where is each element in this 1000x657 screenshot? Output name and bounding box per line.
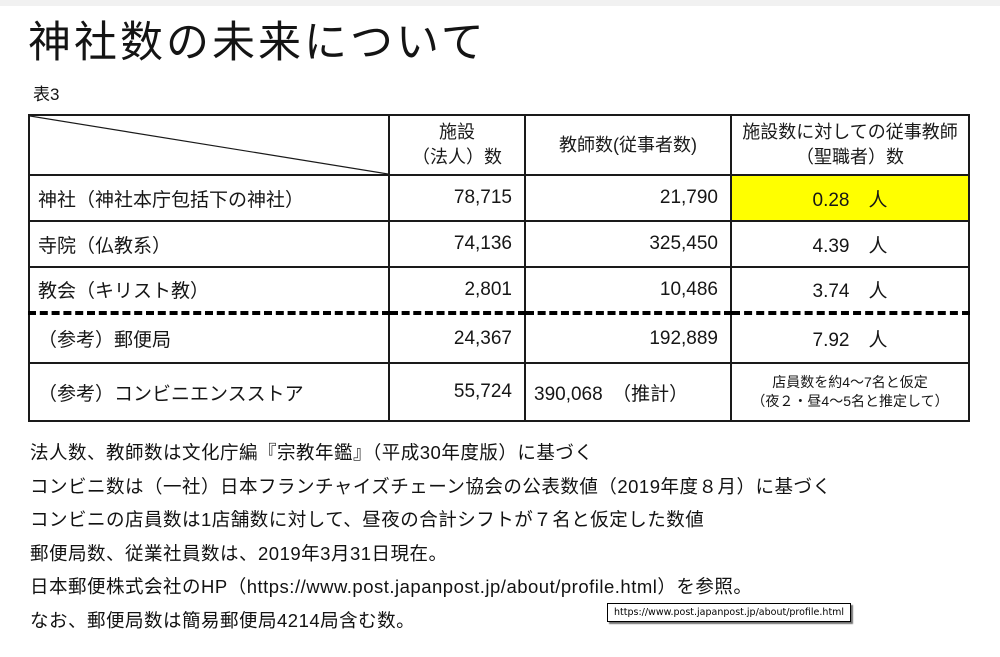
facilities-value: 74,136: [388, 220, 526, 268]
footnote-source-religion: 法人数、教師数は文化庁編『宗教年鑑』（平成30年度版）に基づく: [30, 442, 594, 463]
ratio-value-highlighted: 0.28 人: [730, 174, 970, 222]
facilities-value: 24,367: [388, 311, 526, 364]
footnote-simple-post-offices: なお、郵便局数は簡易郵便局4214局含む数。: [30, 609, 416, 631]
row-label: 寺院（仏教系）: [28, 220, 390, 268]
ratio-value: 4.39 人: [730, 220, 970, 268]
header-facilities: 施設 （法人）数: [388, 114, 526, 176]
comparison-table: 施設 （法人）数 教師数(従事者数) 施設数に対しての従事教師 （聖職者）数 神…: [28, 114, 970, 422]
comparison-table-wrapper: 施設 （法人）数 教師数(従事者数) 施設数に対しての従事教師 （聖職者）数 神…: [28, 114, 970, 422]
footnote-convenience-staff: コンビニの店員数は1店舗数に対して、昼夜の合計シフトが７名と仮定した数値: [30, 509, 705, 530]
teachers-value: 21,790: [524, 174, 732, 222]
table-row-convenience-store: （参考）コンビニエンスストア 55,724 390,068 （推計） 店員数を約…: [28, 362, 970, 422]
teachers-value: 325,450: [524, 220, 732, 268]
window-top-edge: [0, 0, 1000, 6]
table-row-post-office: （参考）郵便局 24,367 192,889 7.92 人: [28, 311, 970, 364]
row-label: 教会（キリスト教）: [28, 266, 390, 314]
table-row-shrine: 神社（神社本庁包括下の神社） 78,715 21,790 0.28 人: [28, 174, 970, 222]
footnote-japanpost-link[interactable]: 日本郵便株式会社のHP（https://www.post.japanpost.j…: [30, 576, 753, 597]
teachers-value: 192,889: [524, 311, 732, 364]
row-label: 神社（神社本庁包括下の神社）: [28, 174, 390, 222]
facilities-value: 55,724: [388, 362, 526, 422]
header-teachers: 教師数(従事者数): [524, 114, 732, 176]
footnotes-block: 法人数、教師数は文化庁編『宗教年鑑』（平成30年度版）に基づく コンビニ数は（一…: [30, 436, 960, 637]
teachers-value: 390,068 （推計）: [524, 362, 732, 422]
link-url-tooltip: https://www.post.japanpost.jp/about/prof…: [607, 603, 852, 622]
page-title: 神社数の未来について: [28, 19, 487, 67]
facilities-value: 78,715: [388, 174, 526, 222]
ratio-value: 7.92 人: [730, 311, 970, 364]
corner-cell: [28, 114, 390, 176]
facilities-value: 2,801: [388, 266, 526, 314]
row-label: （参考）コンビニエンスストア: [28, 362, 390, 422]
header-row: 施設 （法人）数 教師数(従事者数) 施設数に対しての従事教師 （聖職者）数: [28, 114, 970, 176]
footnote-post-office-date: 郵便局数、従業社員数は、2019年3月31日現在。: [30, 542, 448, 564]
table-number-label: 表3: [33, 85, 60, 104]
ratio-note: 店員数を約4～7名と仮定 （夜２・昼4～5名と推定して）: [730, 362, 970, 422]
diagonal-line-icon: [30, 116, 388, 174]
teachers-value: 10,486: [524, 266, 732, 314]
ratio-value: 3.74 人: [730, 266, 970, 314]
table-row-temple: 寺院（仏教系） 74,136 325,450 4.39 人: [28, 220, 970, 268]
footnote-source-convenience: コンビニ数は（一社）日本フランチャイズチェーン協会の公表数値（2019年度８月）…: [30, 475, 832, 497]
header-ratio: 施設数に対しての従事教師 （聖職者）数: [730, 114, 970, 176]
table-row-church: 教会（キリスト教） 2,801 10,486 3.74 人: [28, 266, 970, 314]
row-label: （参考）郵便局: [28, 311, 390, 364]
